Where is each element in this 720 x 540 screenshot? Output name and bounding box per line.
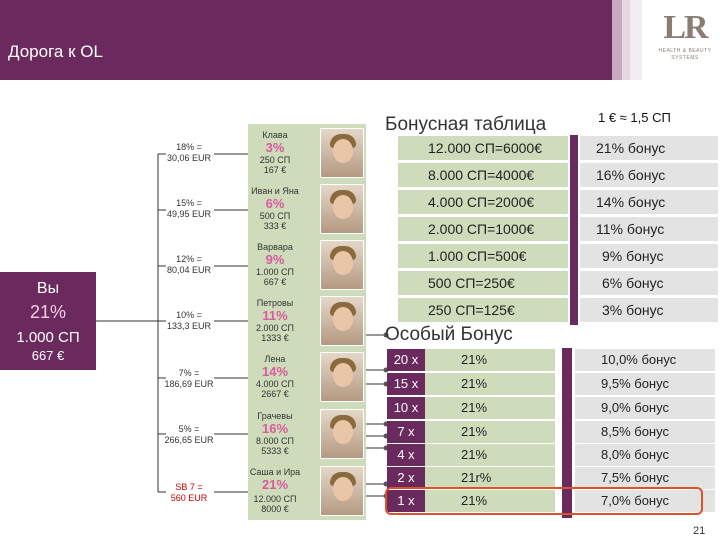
bonus-table-title: Бонусная таблица xyxy=(385,114,547,135)
level-label: 12% = 80,04 EUR xyxy=(166,254,212,275)
person-euro: 8000 € xyxy=(261,504,289,514)
person-points: 1.000 СП xyxy=(256,267,294,277)
you-box: Вы 21% 1.000 СП 667 € xyxy=(0,272,96,370)
special-multiplier: 20 x xyxy=(387,349,425,371)
header-stripes xyxy=(612,0,642,80)
person-euro: 167 € xyxy=(263,165,287,175)
person-name: Варвара xyxy=(257,242,293,252)
special-bonus-value: 7,5% бонус xyxy=(575,467,715,489)
special-multiplier: 2 x xyxy=(387,467,425,489)
person-photo xyxy=(320,128,364,178)
level-label: 5% = 266,65 EUR xyxy=(164,424,214,445)
person-name: Иван и Яна xyxy=(251,186,299,196)
bonus-row-points: 4.000 СП=2000€ xyxy=(398,190,568,214)
person-percent: 16% xyxy=(261,421,289,436)
person-points: 250 СП xyxy=(259,155,291,165)
person-percent: 14% xyxy=(261,364,289,379)
special-percent: 21% xyxy=(425,397,555,419)
person-photo xyxy=(320,409,364,459)
special-multiplier: 4 x xyxy=(387,444,425,466)
level-label: 7% = 186,69 EUR xyxy=(164,368,214,389)
level-label: 15% = 49,95 EUR xyxy=(166,198,212,219)
special-multiplier: 10 x xyxy=(387,397,425,419)
special-divider xyxy=(562,348,572,518)
special-percent: 21% xyxy=(425,349,555,371)
special-multiplier: 7 x xyxy=(387,421,425,443)
bonus-row-points: 2.000 СП=1000€ xyxy=(398,217,568,241)
person-percent: 3% xyxy=(265,140,285,155)
person-euro: 333 € xyxy=(263,221,287,231)
person-percent: 6% xyxy=(265,196,285,211)
page-title: Дорога к OL xyxy=(8,42,103,61)
bonus-row-points: 250 СП=125€ xyxy=(398,298,568,322)
person-name: Клава xyxy=(262,130,288,140)
person-euro: 1333 € xyxy=(261,333,289,343)
bonus-row-bonus: 11% бонус xyxy=(580,217,718,241)
person-percent: 9% xyxy=(265,252,285,267)
special-bonus-value: 10,0% бонус xyxy=(575,349,715,371)
person-points: 4.000 СП xyxy=(256,379,294,389)
exchange-rate: 1 € ≈ 1,5 СП xyxy=(598,110,671,125)
person-photo xyxy=(320,184,364,234)
bonus-row-points: 500 СП=250€ xyxy=(398,271,568,295)
person-photo xyxy=(320,466,364,516)
special-bonus-value: 8,5% бонус xyxy=(575,421,715,443)
bonus-row-bonus: 6% бонус xyxy=(580,271,718,295)
special-bonus-value: 9,5% бонус xyxy=(575,373,715,395)
special-bonus-value: 9,0% бонус xyxy=(575,397,715,419)
highlight-box xyxy=(385,487,703,515)
lr-logo: LR HEALTH & BEAUTY SYSTEMS xyxy=(655,8,715,74)
person-photo xyxy=(320,352,364,402)
person-photo xyxy=(320,240,364,290)
person-points: 2.000 СП xyxy=(256,323,294,333)
bonus-row-bonus: 3% бонус xyxy=(580,298,718,322)
page-number: 21 xyxy=(693,525,706,537)
you-euro: 667 € xyxy=(31,348,65,363)
special-percent: 21% xyxy=(425,373,555,395)
level-label: 10% = 133,3 EUR xyxy=(166,310,212,331)
bonus-row-bonus: 21% бонус xyxy=(580,136,718,160)
person-name: Петровы xyxy=(256,298,294,308)
special-percent: 21% xyxy=(425,444,555,466)
special-percent: 21% xyxy=(425,490,555,512)
person-euro: 2667 € xyxy=(261,389,289,399)
person-points: 12.000 СП xyxy=(253,494,297,504)
bonus-row-points: 1.000 СП=500€ xyxy=(398,244,568,268)
person-percent: 11% xyxy=(262,308,288,323)
bonus-row-bonus: 14% бонус xyxy=(580,190,718,214)
person-name: Лена xyxy=(264,354,286,364)
header-bar: Дорога к OL xyxy=(0,0,612,80)
level-label: 18% = 30,06 EUR xyxy=(166,142,212,163)
you-points: 1.000 СП xyxy=(16,329,80,346)
person-euro: 667 € xyxy=(263,277,287,287)
you-percent: 21% xyxy=(29,302,67,322)
special-multiplier: 1 x xyxy=(387,490,425,512)
special-bonus-value: 8,0% бонус xyxy=(575,444,715,466)
bonus-row-bonus: 16% бонус xyxy=(580,163,718,187)
logo-subtitle: HEALTH & BEAUTY SYSTEMS xyxy=(658,48,712,61)
bonus-row-points: 12.000 СП=6000€ xyxy=(398,136,568,160)
special-bonus-value: 7,0% бонус xyxy=(575,490,715,512)
person-euro: 5333 € xyxy=(261,446,289,456)
bonus-row-points: 8.000 СП=4000€ xyxy=(398,163,568,187)
bonus-row-bonus: 9% бонус xyxy=(580,244,718,268)
special-multiplier: 15 x xyxy=(387,373,425,395)
special-percent: 21r% xyxy=(425,467,555,489)
person-name: Саша и Ира xyxy=(249,467,301,477)
person-points: 500 СП xyxy=(259,211,291,221)
person-percent: 21% xyxy=(261,477,289,492)
special-percent: 21% xyxy=(425,421,555,443)
person-name: Грачевы xyxy=(257,411,293,421)
person-points: 8.000 СП xyxy=(256,436,294,446)
special-bonus-title: Особый Бонус xyxy=(385,324,513,345)
bonus-divider xyxy=(570,135,578,325)
you-label: Вы xyxy=(36,280,60,297)
person-photo xyxy=(320,296,364,346)
level-label-sb: SB 7 = 560 EUR xyxy=(170,482,208,503)
logo-text: LR xyxy=(663,9,708,46)
